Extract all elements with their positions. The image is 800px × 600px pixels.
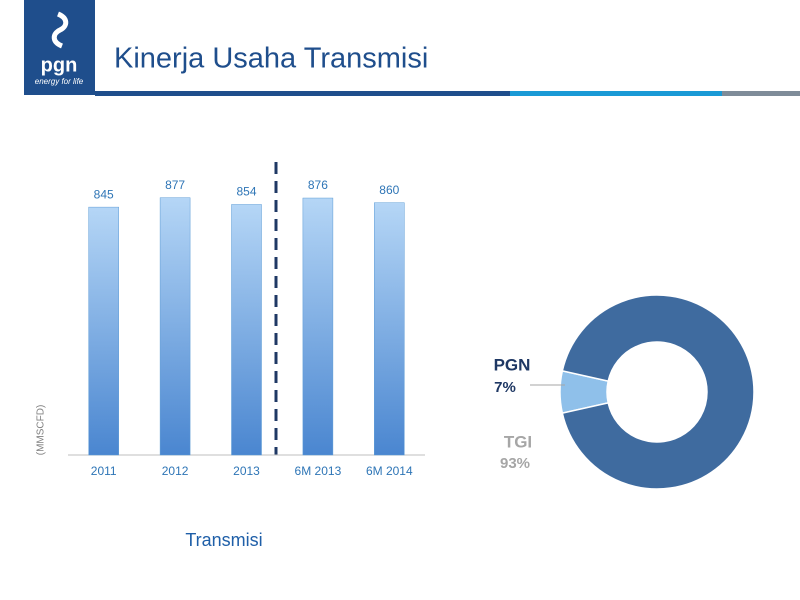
- value-label: 860: [379, 183, 399, 197]
- x-tick-label: 2011: [91, 464, 117, 478]
- header-rule: [95, 91, 510, 96]
- value-label: 854: [236, 185, 256, 199]
- bar: [302, 197, 334, 456]
- value-label: 845: [94, 187, 114, 201]
- bar: [231, 204, 262, 456]
- value-label: 876: [308, 178, 328, 192]
- slice-value: 7%: [494, 379, 516, 396]
- bar: [88, 206, 119, 456]
- x-tick-label: 6M 2013: [295, 464, 342, 478]
- header-rule: [510, 91, 722, 96]
- slice-value: 93%: [500, 455, 530, 472]
- slice-name: PGN: [494, 355, 531, 374]
- value-label: 877: [165, 178, 185, 192]
- donut-slice: [561, 294, 755, 490]
- page-title: Kinerja Usaha Transmisi: [114, 43, 428, 75]
- x-tick-label: 2013: [233, 464, 260, 478]
- header-rule: [722, 91, 800, 96]
- logo-tagline: energy for life: [35, 77, 84, 86]
- logo-icon: [51, 11, 69, 49]
- logo-text: pgn: [41, 54, 78, 76]
- x-tick-label: 2012: [162, 464, 189, 478]
- bar: [159, 197, 191, 456]
- chart-title: Transmisi: [185, 530, 262, 550]
- x-tick-label: 6M 2014: [366, 464, 413, 478]
- y-axis-label: (MMSCFD): [36, 405, 47, 456]
- slice-name: TGI: [504, 432, 532, 451]
- bar: [374, 202, 405, 456]
